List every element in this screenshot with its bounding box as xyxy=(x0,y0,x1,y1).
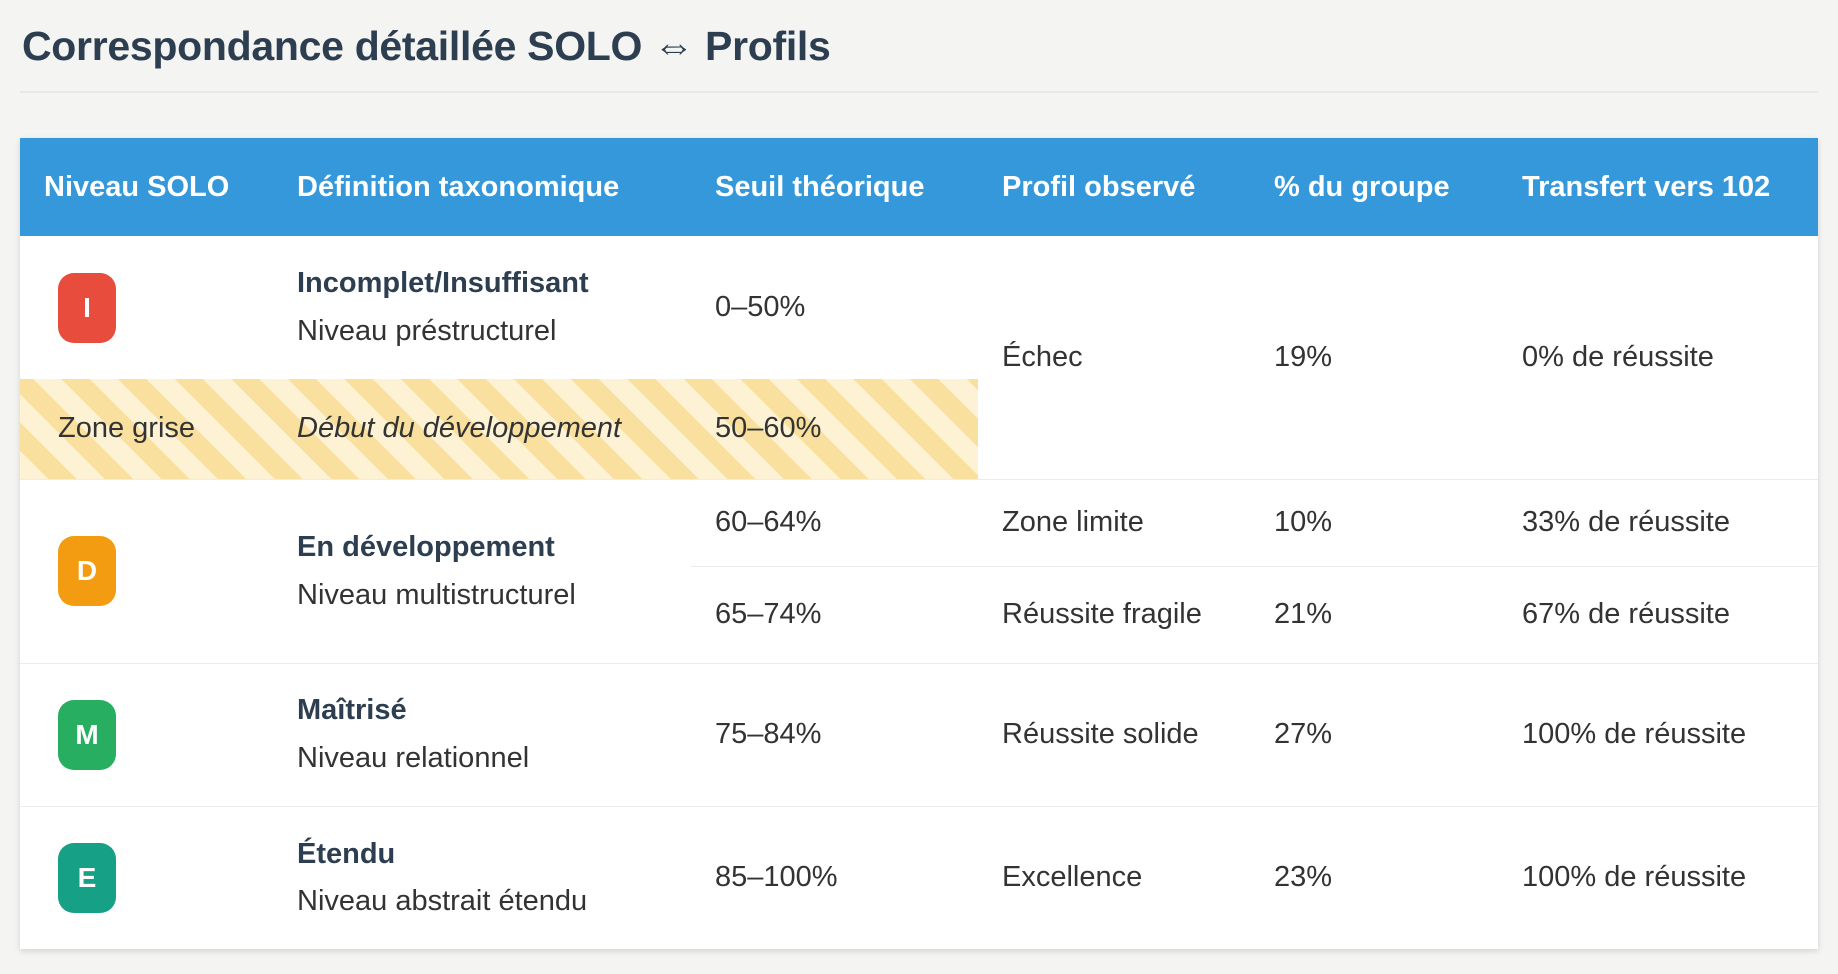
definition-title: Incomplet/Insuffisant xyxy=(297,267,589,300)
cell-groupe-reussite-fragile: 21% xyxy=(1250,565,1498,664)
definition-subtitle: Niveau abstrait étendu xyxy=(297,885,588,918)
column-header-definition-taxonomique: Définition taxonomique xyxy=(273,138,691,237)
cell-seuil-incomplet: 0–50% xyxy=(715,291,806,324)
definition-title: Étendu xyxy=(297,837,396,870)
cell-transfert-zone-limite: 33% de réussite xyxy=(1498,478,1818,567)
cell-zone-grise-label: Zone grise xyxy=(58,412,196,445)
column-header-seuil-theorique: Seuil théorique xyxy=(691,138,978,237)
row-etendu: E Étendu Niveau abstrait étendu 85–100% … xyxy=(20,805,1818,950)
column-header-niveau-solo: Niveau SOLO xyxy=(20,138,273,237)
badge-i: I xyxy=(58,272,116,343)
cell-groupe-zone-limite: 10% xyxy=(1250,478,1498,567)
definition-title: En développement xyxy=(297,530,555,563)
cell-groupe-etendu: 23% xyxy=(1250,805,1498,950)
cell-badge-developpement: D xyxy=(20,478,273,664)
cell-transfert-etendu: 100% de réussite xyxy=(1498,805,1818,950)
cell-transfert-maitrise: 100% de réussite xyxy=(1498,662,1818,807)
cell-groupe-echec: 19% xyxy=(1250,236,1498,480)
column-header-profil-observe: Profil observé xyxy=(978,138,1250,237)
solo-profils-table-card: Niveau SOLO Définition taxonomique Seuil… xyxy=(20,138,1818,950)
cell-definition-maitrise: Maîtrisé Niveau relationnel xyxy=(273,662,691,807)
cell-seuil-etendu: 85–100% xyxy=(691,805,978,950)
cell-profil-maitrise: Réussite solide xyxy=(978,662,1250,807)
row-developpement-sub1: D En développement Niveau multistructure… xyxy=(20,478,1818,664)
cell-seuil-zone-limite: 60–64% xyxy=(691,478,978,567)
row-maitrise: M Maîtrisé Niveau relationnel 75–84% Réu… xyxy=(20,662,1818,807)
cell-transfert-reussite-fragile: 67% de réussite xyxy=(1498,565,1818,664)
definition-title: Maîtrisé xyxy=(297,694,407,727)
cell-definition-incomplet: Incomplet/Insuffisant Niveau préstructur… xyxy=(273,236,691,379)
cell-definition-etendu: Étendu Niveau abstrait étendu xyxy=(273,805,691,950)
column-header-transfert-vers-102: Transfert vers 102 xyxy=(1498,138,1818,237)
cell-seuil-reussite-fragile: 65–74% xyxy=(691,565,978,664)
cell-badge-etendu: E xyxy=(20,805,273,950)
cell-transfert-echec: 0% de réussite xyxy=(1498,236,1818,480)
cell-profil-etendu: Excellence xyxy=(978,805,1250,950)
table-header-row: Niveau SOLO Définition taxonomique Seuil… xyxy=(20,138,1818,237)
row-developpement-sub2: 65–74% Réussite fragile 21% 67% de réuss… xyxy=(20,565,1818,664)
badge-e: E xyxy=(58,842,116,913)
cell-definition-developpement: En développement Niveau multistructurel xyxy=(273,478,691,664)
definition-subtitle: Niveau relationnel xyxy=(297,742,530,775)
definition-subtitle: Niveau multistructurel xyxy=(297,578,576,611)
solo-profils-table: Niveau SOLO Définition taxonomique Seuil… xyxy=(20,138,1818,950)
page-title: Correspondance détaillée SOLO ⇔ Profils xyxy=(22,23,831,69)
cell-profil-zone-limite: Zone limite xyxy=(978,478,1250,567)
column-header-pct-du-groupe: % du groupe xyxy=(1250,138,1498,237)
badge-d: D xyxy=(58,536,116,607)
cell-zone-grise-seuil: 50–60% xyxy=(715,412,822,445)
cell-badge-incomplet: I xyxy=(20,236,273,379)
title-divider xyxy=(20,91,1818,94)
row-incomplet: I Incomplet/Insuffisant Niveau préstruct… xyxy=(20,236,1818,480)
cell-groupe-maitrise: 27% xyxy=(1250,662,1498,807)
cell-zone-grise-definition: Début du développement xyxy=(297,412,622,445)
definition-subtitle: Niveau préstructurel xyxy=(297,315,557,348)
cell-seuil-maitrise: 75–84% xyxy=(691,662,978,807)
badge-m: M xyxy=(58,699,116,770)
cell-profil-reussite-fragile: Réussite fragile xyxy=(978,565,1250,664)
cell-badge-maitrise: M xyxy=(20,662,273,807)
cell-profil-echec: Échec xyxy=(978,236,1250,480)
